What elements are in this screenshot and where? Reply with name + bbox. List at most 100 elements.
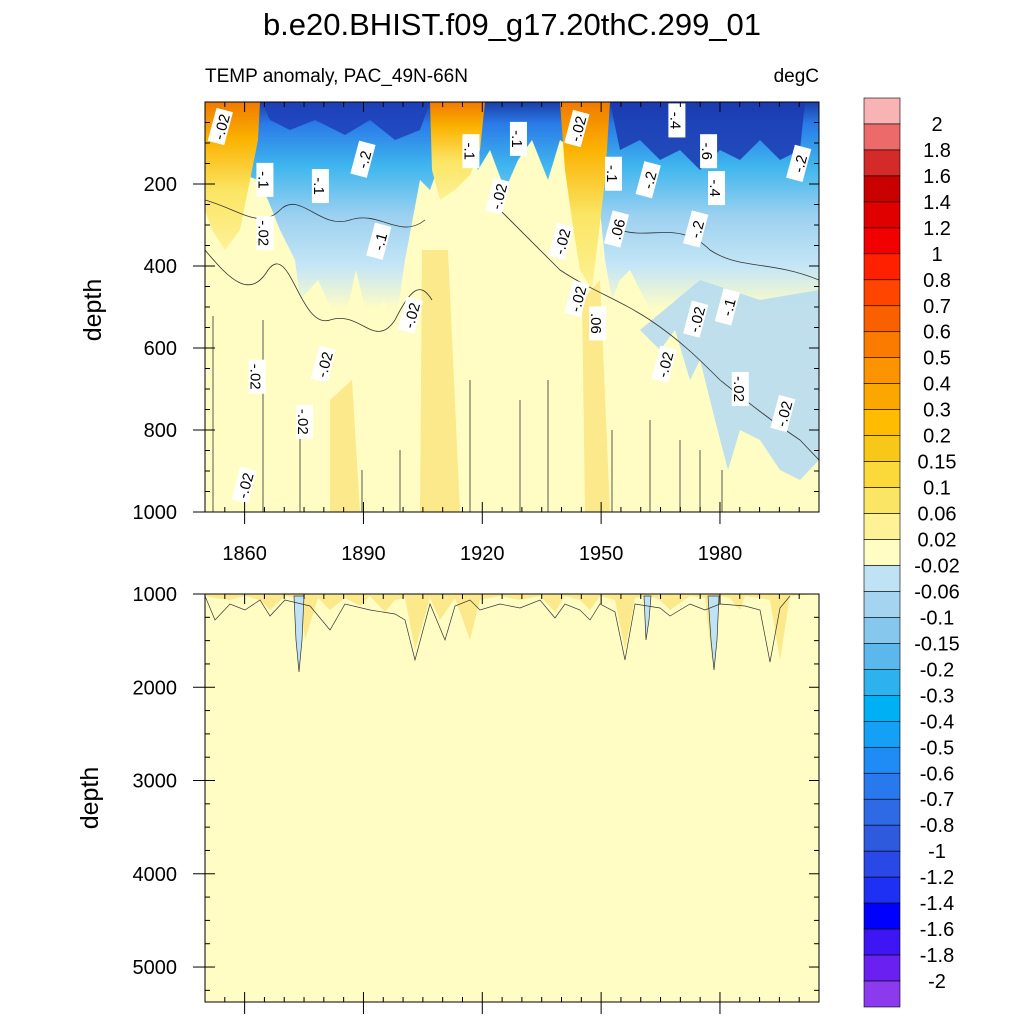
colorbar-label: -0.06 xyxy=(914,581,960,603)
lower-y-axis-label: depth xyxy=(76,767,104,830)
colorbar-swatch xyxy=(863,357,901,384)
colorbar-swatch xyxy=(863,669,901,696)
colorbar-label: -1.2 xyxy=(920,867,954,889)
colorbar-swatch xyxy=(863,980,901,1008)
y-tick-label: 1000 xyxy=(133,584,178,606)
colorbar-label: -0.15 xyxy=(914,633,960,655)
upper-warm-pocket-2 xyxy=(430,102,485,200)
colorbar: 2 1.8 1.6 1.4 1.2 1 0.8 0.7 0.6 0.5 0.4 0.3 0.2 0.15 0… xyxy=(863,97,960,1008)
y-tick-label: 2000 xyxy=(133,677,178,699)
contour-label: -.1 xyxy=(310,169,329,204)
y-tick-label: 400 xyxy=(144,256,177,278)
contour-label-box xyxy=(311,169,329,204)
contour-label-box xyxy=(589,306,607,341)
y-tick-label: 3000 xyxy=(133,771,178,793)
panel-subtitle-right: degC xyxy=(774,66,819,87)
y-tick-label: 800 xyxy=(144,420,177,442)
contour-label-box xyxy=(256,216,274,251)
colorbar-label: 0.15 xyxy=(918,452,957,474)
contour-label-text: -.2 xyxy=(687,219,708,240)
colorbar-swatch xyxy=(863,279,901,307)
contour-label-text: -.1 xyxy=(310,177,327,195)
colorbar-swatch xyxy=(863,798,901,826)
colorbar-swatch xyxy=(863,850,901,878)
colorbar-label: -0.8 xyxy=(920,815,954,837)
y-tick-label: 4000 xyxy=(133,864,178,886)
contour-label-box xyxy=(731,372,749,406)
colorbar-label: 0.06 xyxy=(918,504,957,526)
colorbar-swatch xyxy=(863,97,901,125)
contour-label: -.02 xyxy=(770,394,796,433)
contour-label: -.02 xyxy=(564,109,590,148)
contour-label-text: -.02 xyxy=(567,114,590,143)
contour-label: -.1 xyxy=(508,121,527,156)
contour-label: -.02 xyxy=(564,280,590,318)
colorbar-swatch xyxy=(863,435,901,462)
contour-label-text: .06 xyxy=(587,313,604,334)
contour-label: -.02 xyxy=(246,359,266,394)
upper-y-axis-label: depth xyxy=(79,279,107,342)
panel-subtitle-left: TEMP anomaly, PAC_49N-66N xyxy=(205,66,468,87)
contour-label: -.1 xyxy=(714,288,741,326)
upper-contour-labels: -.02 -.1 -.1 -.2 -.02 -.1 -.1 -.02 -.1 -.02 -.02 -.… xyxy=(207,103,812,504)
contour-label-text: -.02 xyxy=(294,409,311,435)
colorbar-label: -0.4 xyxy=(920,711,954,733)
contour-label-box xyxy=(509,121,527,156)
contour-label-text: -.6 xyxy=(698,142,715,160)
colorbar-swatch xyxy=(863,772,901,800)
contour-label-box xyxy=(296,404,314,439)
colorbar-label: -0.02 xyxy=(914,555,960,577)
contour-label: -.2 xyxy=(683,210,709,248)
contour-label-box xyxy=(605,156,623,191)
x-tick-label: 1890 xyxy=(341,543,386,565)
colorbar-label: -0.5 xyxy=(920,737,954,759)
x-tick-label: 1950 xyxy=(579,543,624,565)
colorbar-swatch xyxy=(863,695,901,722)
contour-label-text: -.1 xyxy=(370,231,391,252)
colorbar-label: 0.7 xyxy=(923,296,951,318)
contour-label-text: -.1 xyxy=(460,142,477,160)
colorbar-swatch xyxy=(863,461,901,488)
lower-panel: 1000 2000 3000 4000 5000 depth xyxy=(76,584,820,1014)
contour-label-text: -.02 xyxy=(567,284,590,313)
contour-label: -.1 xyxy=(254,162,274,197)
upper-contour-lines xyxy=(205,199,819,512)
lower-cold-spike-1 xyxy=(293,595,305,673)
contour-label: -.02 xyxy=(548,222,575,260)
colorbar-swatch xyxy=(863,721,901,748)
colorbar-label: -0.3 xyxy=(920,685,954,707)
lower-background-fill xyxy=(205,594,819,1002)
contour-label-text: -.2 xyxy=(354,149,375,170)
contour-label-text: -.02 xyxy=(246,364,263,390)
colorbar-label: 0.5 xyxy=(923,348,951,370)
contour-label-text: -.1 xyxy=(254,171,271,189)
contour-label: -.02 xyxy=(651,345,678,383)
colorbar-label: -1 xyxy=(928,841,946,863)
upper-warm-column-1 xyxy=(420,250,460,512)
contour-label: -.6 xyxy=(698,134,718,169)
colorbar-swatch xyxy=(863,928,901,956)
lower-axes: 1000 2000 3000 4000 5000 xyxy=(133,584,820,1014)
contour-label: -.4 xyxy=(666,103,686,138)
colorbar-label: 0.8 xyxy=(923,270,951,292)
contour-label-text: -.02 xyxy=(401,301,424,330)
contour-label-text: -.1 xyxy=(603,165,620,183)
colorbar-swatch xyxy=(863,954,901,982)
contour-label-text: -.02 xyxy=(773,399,796,428)
upper-plot-area: -.02 -.1 -.1 -.2 -.02 -.1 -.1 -.02 -.1 -.02 -.02 -.… xyxy=(205,102,819,512)
colorbar-label: -0.1 xyxy=(920,607,954,629)
contour-label: .06 xyxy=(587,306,607,341)
colorbar-swatch xyxy=(863,175,901,203)
colorbar-swatch xyxy=(863,409,901,436)
contour-label-text: -.1 xyxy=(508,130,525,148)
colorbar-swatch xyxy=(863,902,901,930)
contour-label-text: -.02 xyxy=(730,376,747,402)
contour-label: -.4 xyxy=(706,171,726,206)
contour-label: -.02 xyxy=(730,372,749,406)
colorbar-swatch xyxy=(863,643,901,670)
colorbar-label: 2 xyxy=(931,114,942,136)
colorbar-swatch xyxy=(863,539,901,566)
contour-label: -.2 xyxy=(350,140,376,178)
contour-label-text: -.02 xyxy=(314,350,337,379)
